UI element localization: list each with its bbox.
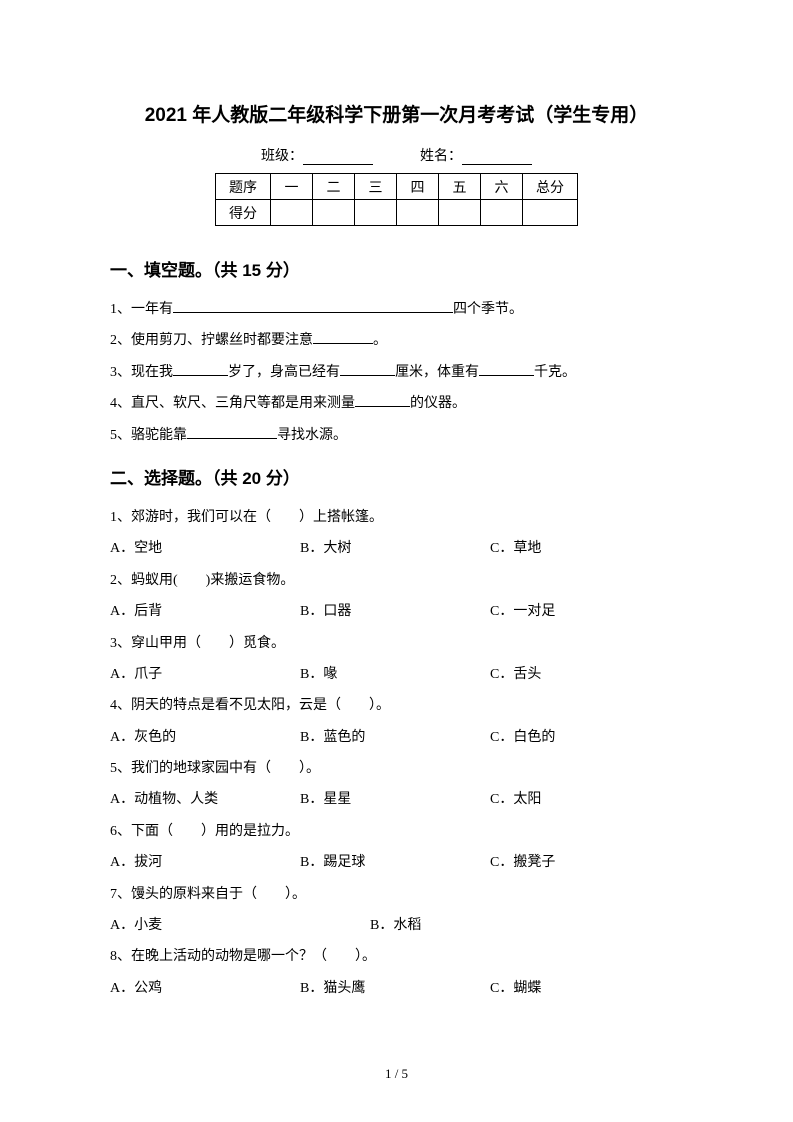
name-label: 姓名： — [420, 149, 462, 164]
fill-blank[interactable] — [173, 299, 453, 313]
option-c[interactable]: C．草地 — [490, 534, 683, 563]
option-a[interactable]: A．爪子 — [110, 660, 300, 689]
fill-q4: 4、直尺、软尺、三角尺等都是用来测量 的仪器。 — [110, 389, 683, 418]
option-b[interactable]: B．蓝色的 — [300, 723, 490, 752]
header-cell: 总分 — [523, 174, 578, 200]
table-row: 得分 — [216, 200, 578, 226]
mc-q4-options: A．灰色的 B．蓝色的 C．白色的 — [110, 723, 683, 752]
option-a[interactable]: A．动植物、人类 — [110, 785, 300, 814]
mc-q1: 1、郊游时，我们可以在（ ）上搭帐篷。 — [110, 503, 683, 532]
q-text: 4、直尺、软尺、三角尺等都是用来测量 — [110, 396, 355, 411]
header-cell: 三 — [355, 174, 397, 200]
mc-q6: 6、下面（ ）用的是拉力。 — [110, 817, 683, 846]
q-text: 1、一年有 — [110, 302, 173, 317]
page-number: 1 / 5 — [0, 1066, 793, 1082]
fill-blank[interactable] — [173, 362, 228, 376]
mc-q8: 8、在晚上活动的动物是哪一个？（ ）。 — [110, 942, 683, 971]
mc-q3: 3、穿山甲用（ ）觅食。 — [110, 629, 683, 658]
option-a[interactable]: A．空地 — [110, 534, 300, 563]
score-table: 题序 一 二 三 四 五 六 总分 得分 — [215, 173, 578, 226]
fill-q3: 3、现在我 岁了，身高已经有 厘米，体重有 千克。 — [110, 358, 683, 387]
option-b[interactable]: B．大树 — [300, 534, 490, 563]
score-label-cell: 得分 — [216, 200, 271, 226]
header-cell: 题序 — [216, 174, 271, 200]
fill-q2: 2、使用剪刀、拧螺丝时都要注意 。 — [110, 326, 683, 355]
name-blank[interactable] — [462, 151, 532, 165]
option-b[interactable]: B．星星 — [300, 785, 490, 814]
q-text: 岁了，身高已经有 — [228, 365, 340, 380]
q-text: 5、骆驼能靠 — [110, 428, 187, 443]
fill-blank[interactable] — [479, 362, 534, 376]
header-cell: 四 — [397, 174, 439, 200]
option-b[interactable]: B．喙 — [300, 660, 490, 689]
header-cell: 二 — [313, 174, 355, 200]
score-cell[interactable] — [313, 200, 355, 226]
option-c[interactable]: C．一对足 — [490, 597, 683, 626]
class-label: 班级： — [261, 149, 303, 164]
option-a[interactable]: A．灰色的 — [110, 723, 300, 752]
option-c[interactable]: C．蝴蝶 — [490, 974, 683, 1003]
option-c[interactable]: C．白色的 — [490, 723, 683, 752]
mc-q3-options: A．爪子 B．喙 C．舌头 — [110, 660, 683, 689]
mc-q2-options: A．后背 B．口器 C．一对足 — [110, 597, 683, 626]
option-c[interactable]: C．舌头 — [490, 660, 683, 689]
option-a[interactable]: A．小麦 — [110, 911, 370, 940]
option-a[interactable]: A．拔河 — [110, 848, 300, 877]
table-row: 题序 一 二 三 四 五 六 总分 — [216, 174, 578, 200]
fill-blank[interactable] — [340, 362, 395, 376]
score-cell[interactable] — [523, 200, 578, 226]
fill-q1: 1、一年有 四个季节。 — [110, 295, 683, 324]
fill-blank[interactable] — [355, 393, 410, 407]
score-cell[interactable] — [439, 200, 481, 226]
option-b[interactable]: B．口器 — [300, 597, 490, 626]
section-2-title: 二、选择题。（共 20 分） — [110, 464, 683, 489]
q-text: 2、使用剪刀、拧螺丝时都要注意 — [110, 333, 313, 348]
section-1-title: 一、填空题。（共 15 分） — [110, 256, 683, 281]
score-cell[interactable] — [481, 200, 523, 226]
q-text: 千克。 — [534, 365, 576, 380]
score-cell[interactable] — [397, 200, 439, 226]
option-c[interactable]: C．搬凳子 — [490, 848, 683, 877]
option-a[interactable]: A．公鸡 — [110, 974, 300, 1003]
option-b[interactable]: B．猫头鹰 — [300, 974, 490, 1003]
exam-title: 2021 年人教版二年级科学下册第一次月考考试（学生专用） — [110, 100, 683, 127]
mc-q5-options: A．动植物、人类 B．星星 C．太阳 — [110, 785, 683, 814]
mc-q2: 2、蚂蚁用( )来搬运食物。 — [110, 566, 683, 595]
fill-blank[interactable] — [187, 425, 277, 439]
q-text: 四个季节。 — [453, 302, 523, 317]
header-cell: 一 — [271, 174, 313, 200]
mc-q7: 7、馒头的原料来自于（ ）。 — [110, 880, 683, 909]
option-c[interactable]: C．太阳 — [490, 785, 683, 814]
header-cell: 六 — [481, 174, 523, 200]
mc-q1-options: A．空地 B．大树 C．草地 — [110, 534, 683, 563]
option-b[interactable]: B．踢足球 — [300, 848, 490, 877]
q-text: 厘米，体重有 — [395, 365, 479, 380]
q-text: 的仪器。 — [410, 396, 466, 411]
option-a[interactable]: A．后背 — [110, 597, 300, 626]
score-cell[interactable] — [271, 200, 313, 226]
q-text: 3、现在我 — [110, 365, 173, 380]
class-blank[interactable] — [303, 151, 373, 165]
fill-blank[interactable] — [313, 330, 373, 344]
score-cell[interactable] — [355, 200, 397, 226]
fill-q5: 5、骆驼能靠 寻找水源。 — [110, 421, 683, 450]
mc-q8-options: A．公鸡 B．猫头鹰 C．蝴蝶 — [110, 974, 683, 1003]
mc-q7-options: A．小麦 B．水稻 — [110, 911, 683, 940]
mc-q4: 4、阴天的特点是看不见太阳，云是（ ）。 — [110, 691, 683, 720]
header-cell: 五 — [439, 174, 481, 200]
option-b[interactable]: B．水稻 — [370, 911, 683, 940]
q-text: 。 — [373, 333, 387, 348]
q-text: 寻找水源。 — [277, 428, 347, 443]
student-info-line: 班级： 姓名： — [110, 145, 683, 165]
mc-q6-options: A．拔河 B．踢足球 C．搬凳子 — [110, 848, 683, 877]
mc-q5: 5、我们的地球家园中有（ ）。 — [110, 754, 683, 783]
